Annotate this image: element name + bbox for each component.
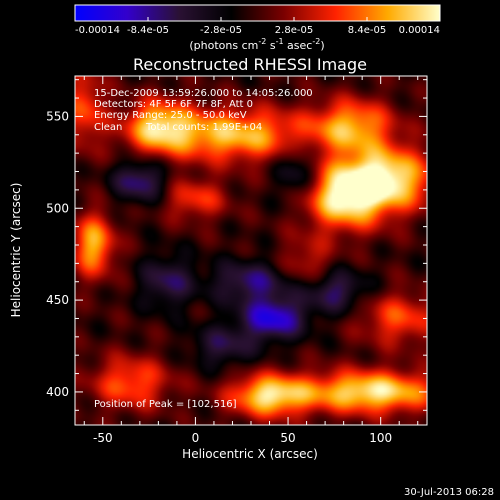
y-tick-label: 450	[46, 293, 69, 307]
colorbar-tick-label: 8.4e-05	[348, 25, 386, 36]
chart-title: Reconstructed RHESSI Image	[133, 55, 367, 74]
colorbar-tick-label: -8.4e-05	[127, 25, 169, 36]
x-axis-label: Heliocentric X (arcsec)	[182, 447, 318, 461]
y-tick-label: 550	[46, 109, 69, 123]
y-tick-label: 500	[46, 201, 69, 215]
colorbar-tick-label: -0.00014	[75, 25, 120, 36]
footer-timestamp: 30-Jul-2013 06:28	[404, 487, 494, 498]
x-tick-label: 100	[369, 431, 392, 445]
colorbar-tick-label: 2.8e-05	[275, 25, 313, 36]
axis-ticks: -50 0 50 100 400 450 500 550	[46, 76, 427, 445]
x-tick-label: -50	[93, 431, 113, 445]
annotation-energy: Energy Range: 25.0 - 50.0 keV	[94, 110, 247, 121]
heatmap-area	[74, 75, 428, 426]
colorbar-ticks: -0.00014 -8.4e-05 -2.8e-05 2.8e-05 8.4e-05 0.…	[74, 17, 441, 36]
x-tick-label: 0	[192, 431, 200, 445]
annotation-peak-position: Position of Peak = [102,516]	[94, 399, 237, 410]
annotation-detectors: Detectors: 4F 5F 6F 7F 8F, Att 0	[94, 99, 253, 110]
x-tick-label: 50	[280, 431, 295, 445]
heatmap-image	[75, 76, 427, 425]
colorbar-tick-label: 0.00014	[399, 25, 440, 36]
colorbar-tick-label: -2.8e-05	[200, 25, 242, 36]
annotation-counts: Total counts: 1.99E+04	[145, 122, 262, 133]
colorbar-label: (photons cm-2 s-1 asec-2)	[189, 37, 324, 52]
y-axis-label: Heliocentric Y (arcsec)	[9, 183, 23, 318]
annotation-algorithm: Clean	[94, 122, 122, 133]
y-tick-label: 400	[46, 385, 69, 399]
annotation-time-range: 15-Dec-2009 13:59:26.000 to 14:05:26.000	[94, 88, 313, 99]
colorbar	[74, 4, 441, 22]
